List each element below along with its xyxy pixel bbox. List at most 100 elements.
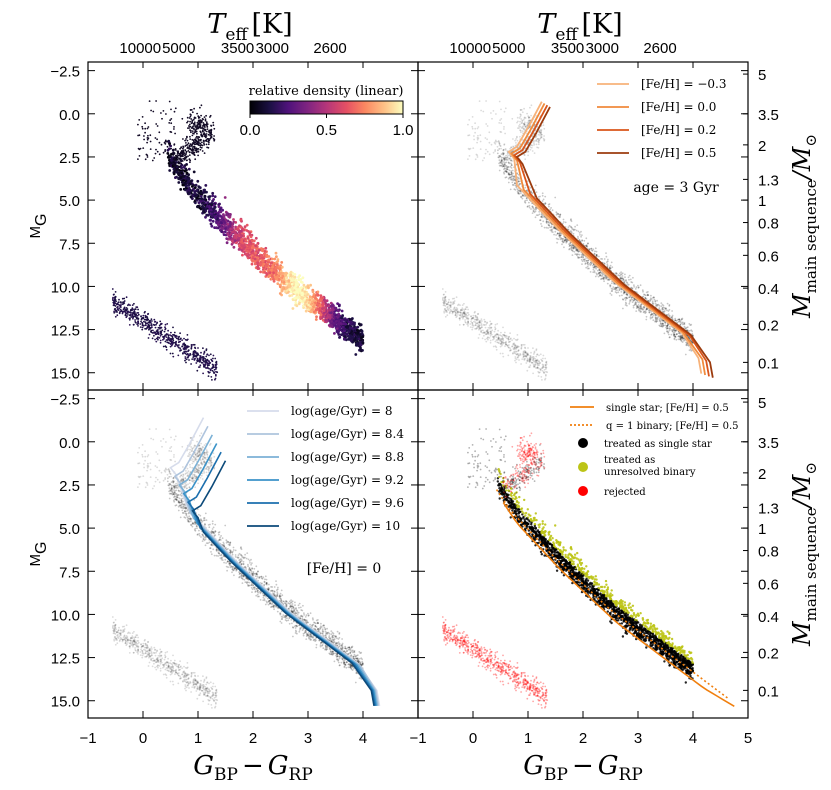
star-point [159, 327, 161, 330]
star-point [541, 216, 544, 219]
star-point [149, 140, 152, 143]
star-point [655, 320, 658, 323]
star-point [184, 343, 187, 346]
star-point [549, 208, 551, 211]
star-point [621, 294, 623, 297]
star-point [181, 152, 183, 155]
star-point [199, 355, 202, 358]
star-point [173, 110, 176, 113]
star-point [582, 256, 584, 259]
star-point [205, 130, 208, 133]
star-point [155, 340, 158, 343]
star-point [622, 278, 625, 281]
star-point [615, 291, 618, 294]
star-point [668, 315, 670, 317]
star-point [196, 179, 200, 183]
star-point [504, 164, 507, 167]
star-point [205, 213, 209, 217]
star-point [216, 371, 219, 374]
star-point [170, 159, 173, 162]
star-point [690, 350, 693, 352]
star-point [196, 205, 199, 209]
star-point [610, 282, 613, 285]
star-point [667, 310, 670, 312]
star-point [315, 315, 318, 319]
star-point [570, 226, 573, 229]
star-point [623, 291, 626, 294]
star-point [298, 288, 302, 292]
star-point [130, 316, 133, 318]
star-point [299, 299, 303, 303]
star-point [174, 156, 177, 159]
star-point [659, 325, 661, 328]
star-point [251, 255, 255, 259]
star-point [162, 345, 165, 348]
star-point [148, 325, 151, 328]
star-point [567, 228, 570, 231]
star-point [168, 169, 172, 172]
star-point [351, 340, 354, 344]
star-point [652, 297, 654, 299]
star-point [674, 330, 677, 333]
star-point [618, 274, 621, 277]
star-point [642, 307, 644, 309]
star-point [322, 309, 326, 312]
star-point [241, 241, 245, 245]
star-point [339, 322, 343, 325]
star-point [185, 358, 188, 361]
star-point [688, 330, 691, 332]
star-point [638, 307, 640, 310]
star-point [679, 332, 682, 335]
star-point [184, 145, 187, 147]
star-point [552, 227, 555, 230]
star-point [563, 239, 566, 242]
star-point [681, 321, 684, 324]
star-point [670, 316, 673, 319]
star-point [582, 258, 585, 261]
star-point [155, 323, 157, 326]
star-point [556, 212, 558, 215]
star-point [680, 335, 683, 338]
star-point [189, 143, 192, 146]
star-point [565, 240, 568, 243]
star-point [159, 326, 161, 329]
star-point [599, 271, 602, 274]
star-point [180, 349, 183, 351]
star-point [305, 298, 309, 302]
star-point [659, 322, 662, 324]
star-point [233, 230, 236, 234]
star-point [610, 294, 613, 296]
star-point [114, 298, 117, 301]
star-point [165, 346, 168, 349]
star-point [289, 273, 293, 277]
star-point [213, 135, 216, 137]
star-point [193, 107, 196, 110]
star-point [247, 243, 250, 247]
star-point [154, 137, 157, 139]
star-point [599, 271, 601, 274]
star-point [211, 369, 214, 372]
star-point [158, 324, 161, 327]
star-point [205, 135, 208, 137]
star-point [319, 294, 323, 298]
star-point [182, 352, 184, 354]
star-point [649, 298, 652, 301]
star-point [606, 277, 609, 279]
star-point [570, 246, 573, 249]
star-point [233, 239, 237, 243]
star-point [685, 326, 688, 329]
star-point [679, 336, 681, 339]
star-point [166, 145, 169, 148]
star-point [233, 234, 237, 238]
star-point [150, 109, 153, 112]
star-point [309, 310, 313, 314]
star-point [664, 321, 667, 324]
star-point [598, 255, 600, 258]
star-point [231, 227, 235, 231]
star-point [208, 213, 211, 216]
star-point [207, 370, 210, 373]
star-point [196, 360, 199, 363]
star-point [336, 324, 339, 327]
star-point [555, 211, 558, 214]
star-point [141, 116, 144, 118]
